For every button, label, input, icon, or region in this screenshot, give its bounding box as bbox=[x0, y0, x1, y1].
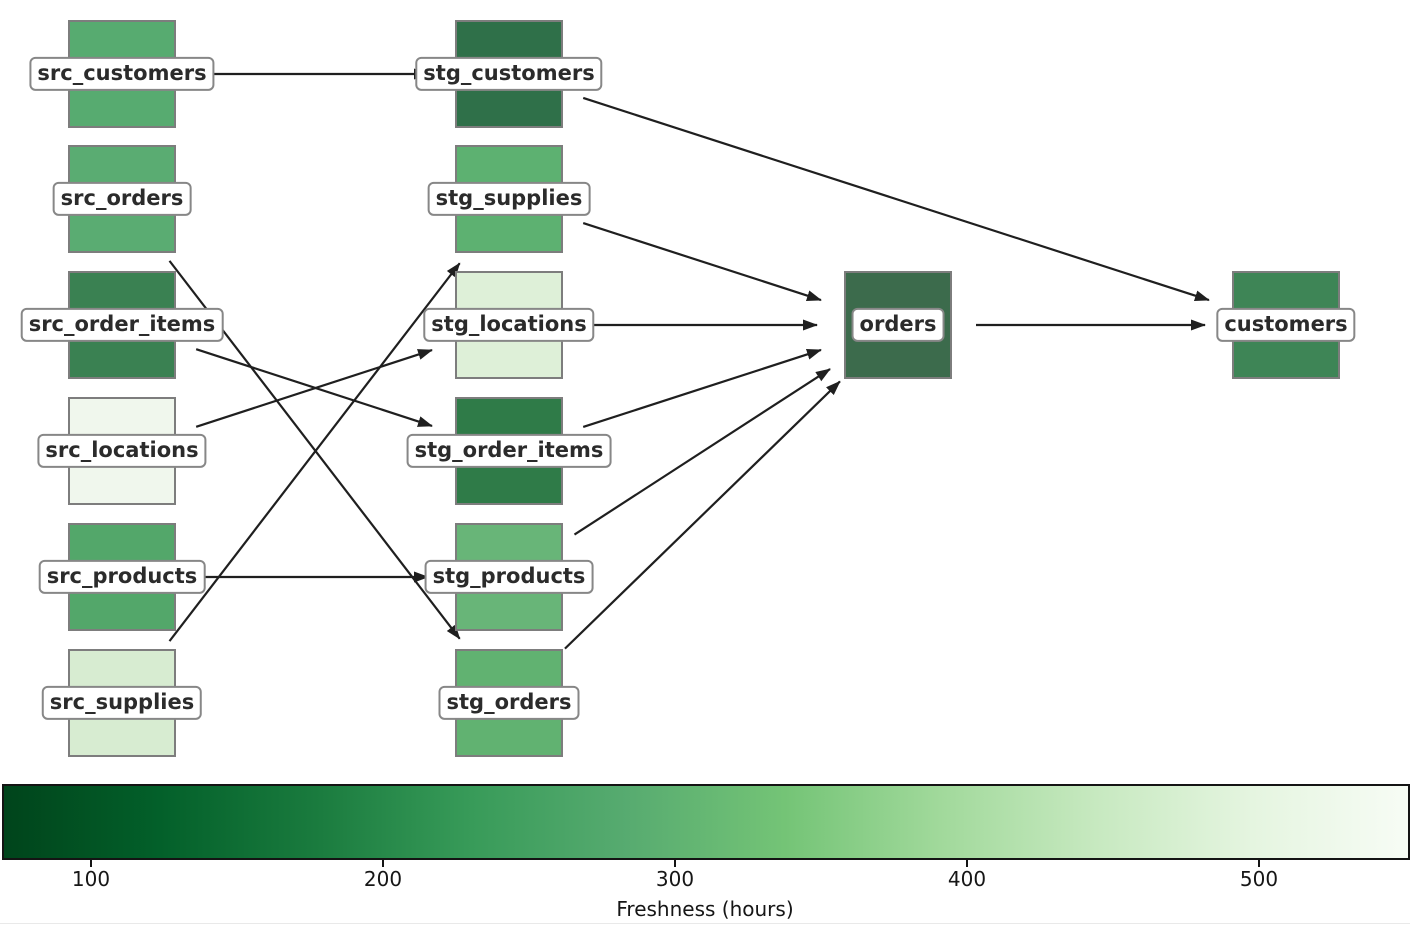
colorbar-tick-label-200: 200 bbox=[363, 867, 403, 891]
edge-src_locations-to-stg_locations bbox=[195, 349, 433, 428]
node-label-src_supplies: src_supplies bbox=[41, 685, 203, 721]
colorbar-axis-label: Freshness (hours) bbox=[616, 897, 794, 921]
colorbar-tick-label-400: 400 bbox=[947, 867, 987, 891]
node-label-stg_products: stg_products bbox=[424, 559, 594, 595]
colorbar-tick-100 bbox=[90, 860, 92, 867]
node-label-src_locations: src_locations bbox=[37, 433, 207, 469]
node-label-customers: customers bbox=[1216, 307, 1356, 343]
node-label-stg_order_items: stg_order_items bbox=[406, 433, 612, 469]
node-label-stg_supplies: stg_supplies bbox=[427, 181, 591, 217]
node-label-stg_customers: stg_customers bbox=[415, 56, 603, 92]
colorbar-tick-200 bbox=[382, 860, 384, 867]
edge-stg_products-to-orders bbox=[573, 368, 831, 536]
edge-stg_customers-to-customers bbox=[582, 96, 1210, 302]
colorbar-tick-300 bbox=[674, 860, 676, 867]
node-label-src_orders: src_orders bbox=[52, 181, 192, 217]
colorbar-tick-label-300: 300 bbox=[655, 867, 695, 891]
colorbar-tick-500 bbox=[1258, 860, 1260, 867]
node-label-src_products: src_products bbox=[38, 559, 206, 595]
figure-bottom-frame bbox=[0, 923, 1410, 924]
node-label-orders: orders bbox=[851, 307, 945, 343]
edge-src_supplies-to-stg_supplies bbox=[168, 262, 461, 642]
edge-stg_order_items-to-orders bbox=[582, 348, 822, 429]
edge-stg_supplies-to-orders bbox=[582, 221, 822, 302]
freshness-colorbar bbox=[2, 784, 1410, 860]
node-label-src_order_items: src_order_items bbox=[20, 307, 224, 343]
node-label-src_customers: src_customers bbox=[29, 56, 215, 92]
colorbar-tick-400 bbox=[966, 860, 968, 867]
colorbar-tick-label-100: 100 bbox=[71, 867, 111, 891]
node-label-stg_locations: stg_locations bbox=[423, 307, 595, 343]
node-label-stg_orders: stg_orders bbox=[438, 685, 580, 721]
edge-stg_orders-to-orders bbox=[564, 380, 841, 650]
colorbar-tick-label-500: 500 bbox=[1239, 867, 1279, 891]
